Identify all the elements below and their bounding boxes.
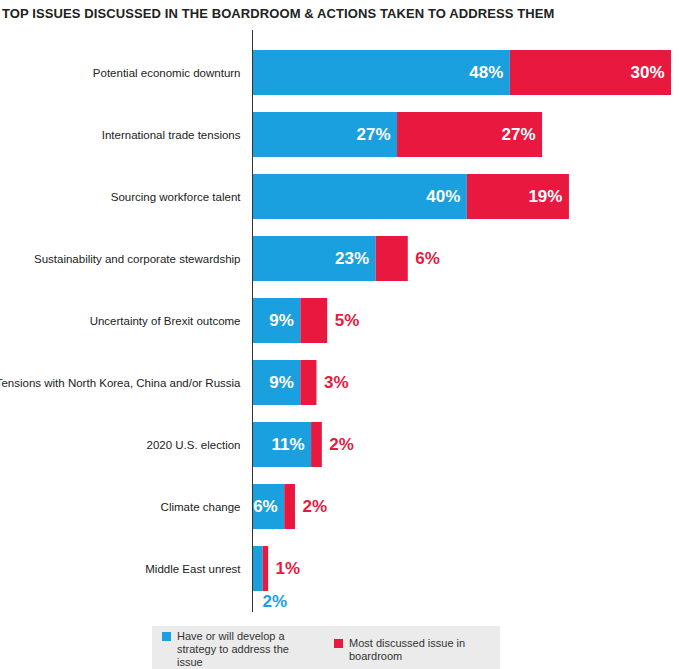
html-text:Have or will develop a strateg: Have or will develop a strategy to addre… [177, 630, 289, 668]
svg-text:5%: 5% [335, 311, 360, 330]
svg-text:Middle East unrest: Middle East unrest [145, 563, 241, 575]
svg-text:2%: 2% [329, 435, 354, 454]
svg-text:6%: 6% [253, 497, 278, 516]
html-text:Most discussed issue in boardr: Most discussed issue in boardroom [349, 636, 466, 662]
svg-text:3%: 3% [324, 373, 349, 392]
svg-text:30%: 30% [630, 63, 664, 82]
svg-text:27%: 27% [502, 125, 536, 144]
svg-text:27%: 27% [357, 125, 391, 144]
svg-text:1%: 1% [276, 559, 301, 578]
svg-text:Potential economic downturn: Potential economic downturn [93, 67, 241, 79]
svg-text:International trade tensions: International trade tensions [102, 129, 241, 141]
svg-text:Tensions with North Korea, Chi: Tensions with North Korea, China and/or … [0, 377, 241, 389]
svg-text:Sourcing workforce talent: Sourcing workforce talent [111, 191, 242, 203]
svg-text:23%: 23% [335, 249, 369, 268]
svg-text:2020 U.S. election: 2020 U.S. election [147, 439, 241, 451]
svg-text:9%: 9% [269, 373, 294, 392]
svg-text:40%: 40% [426, 187, 460, 206]
svg-text:Sustainability and corporate s: Sustainability and corporate stewardship [34, 253, 240, 265]
svg-text:9%: 9% [269, 311, 294, 330]
svg-text:48%: 48% [469, 63, 503, 82]
svg-text:2%: 2% [302, 497, 327, 516]
svg-text:6%: 6% [415, 249, 440, 268]
svg-text:2%: 2% [263, 592, 288, 611]
html-text:TOP ISSUES DISCUSSED IN THE BO: TOP ISSUES DISCUSSED IN THE BOARDROOM & … [2, 6, 555, 21]
svg-text:19%: 19% [528, 187, 562, 206]
svg-text:Climate change: Climate change [161, 501, 241, 513]
svg-text:11%: 11% [271, 435, 304, 454]
svg-text:Uncertainty of Brexit outcome: Uncertainty of Brexit outcome [90, 315, 241, 327]
